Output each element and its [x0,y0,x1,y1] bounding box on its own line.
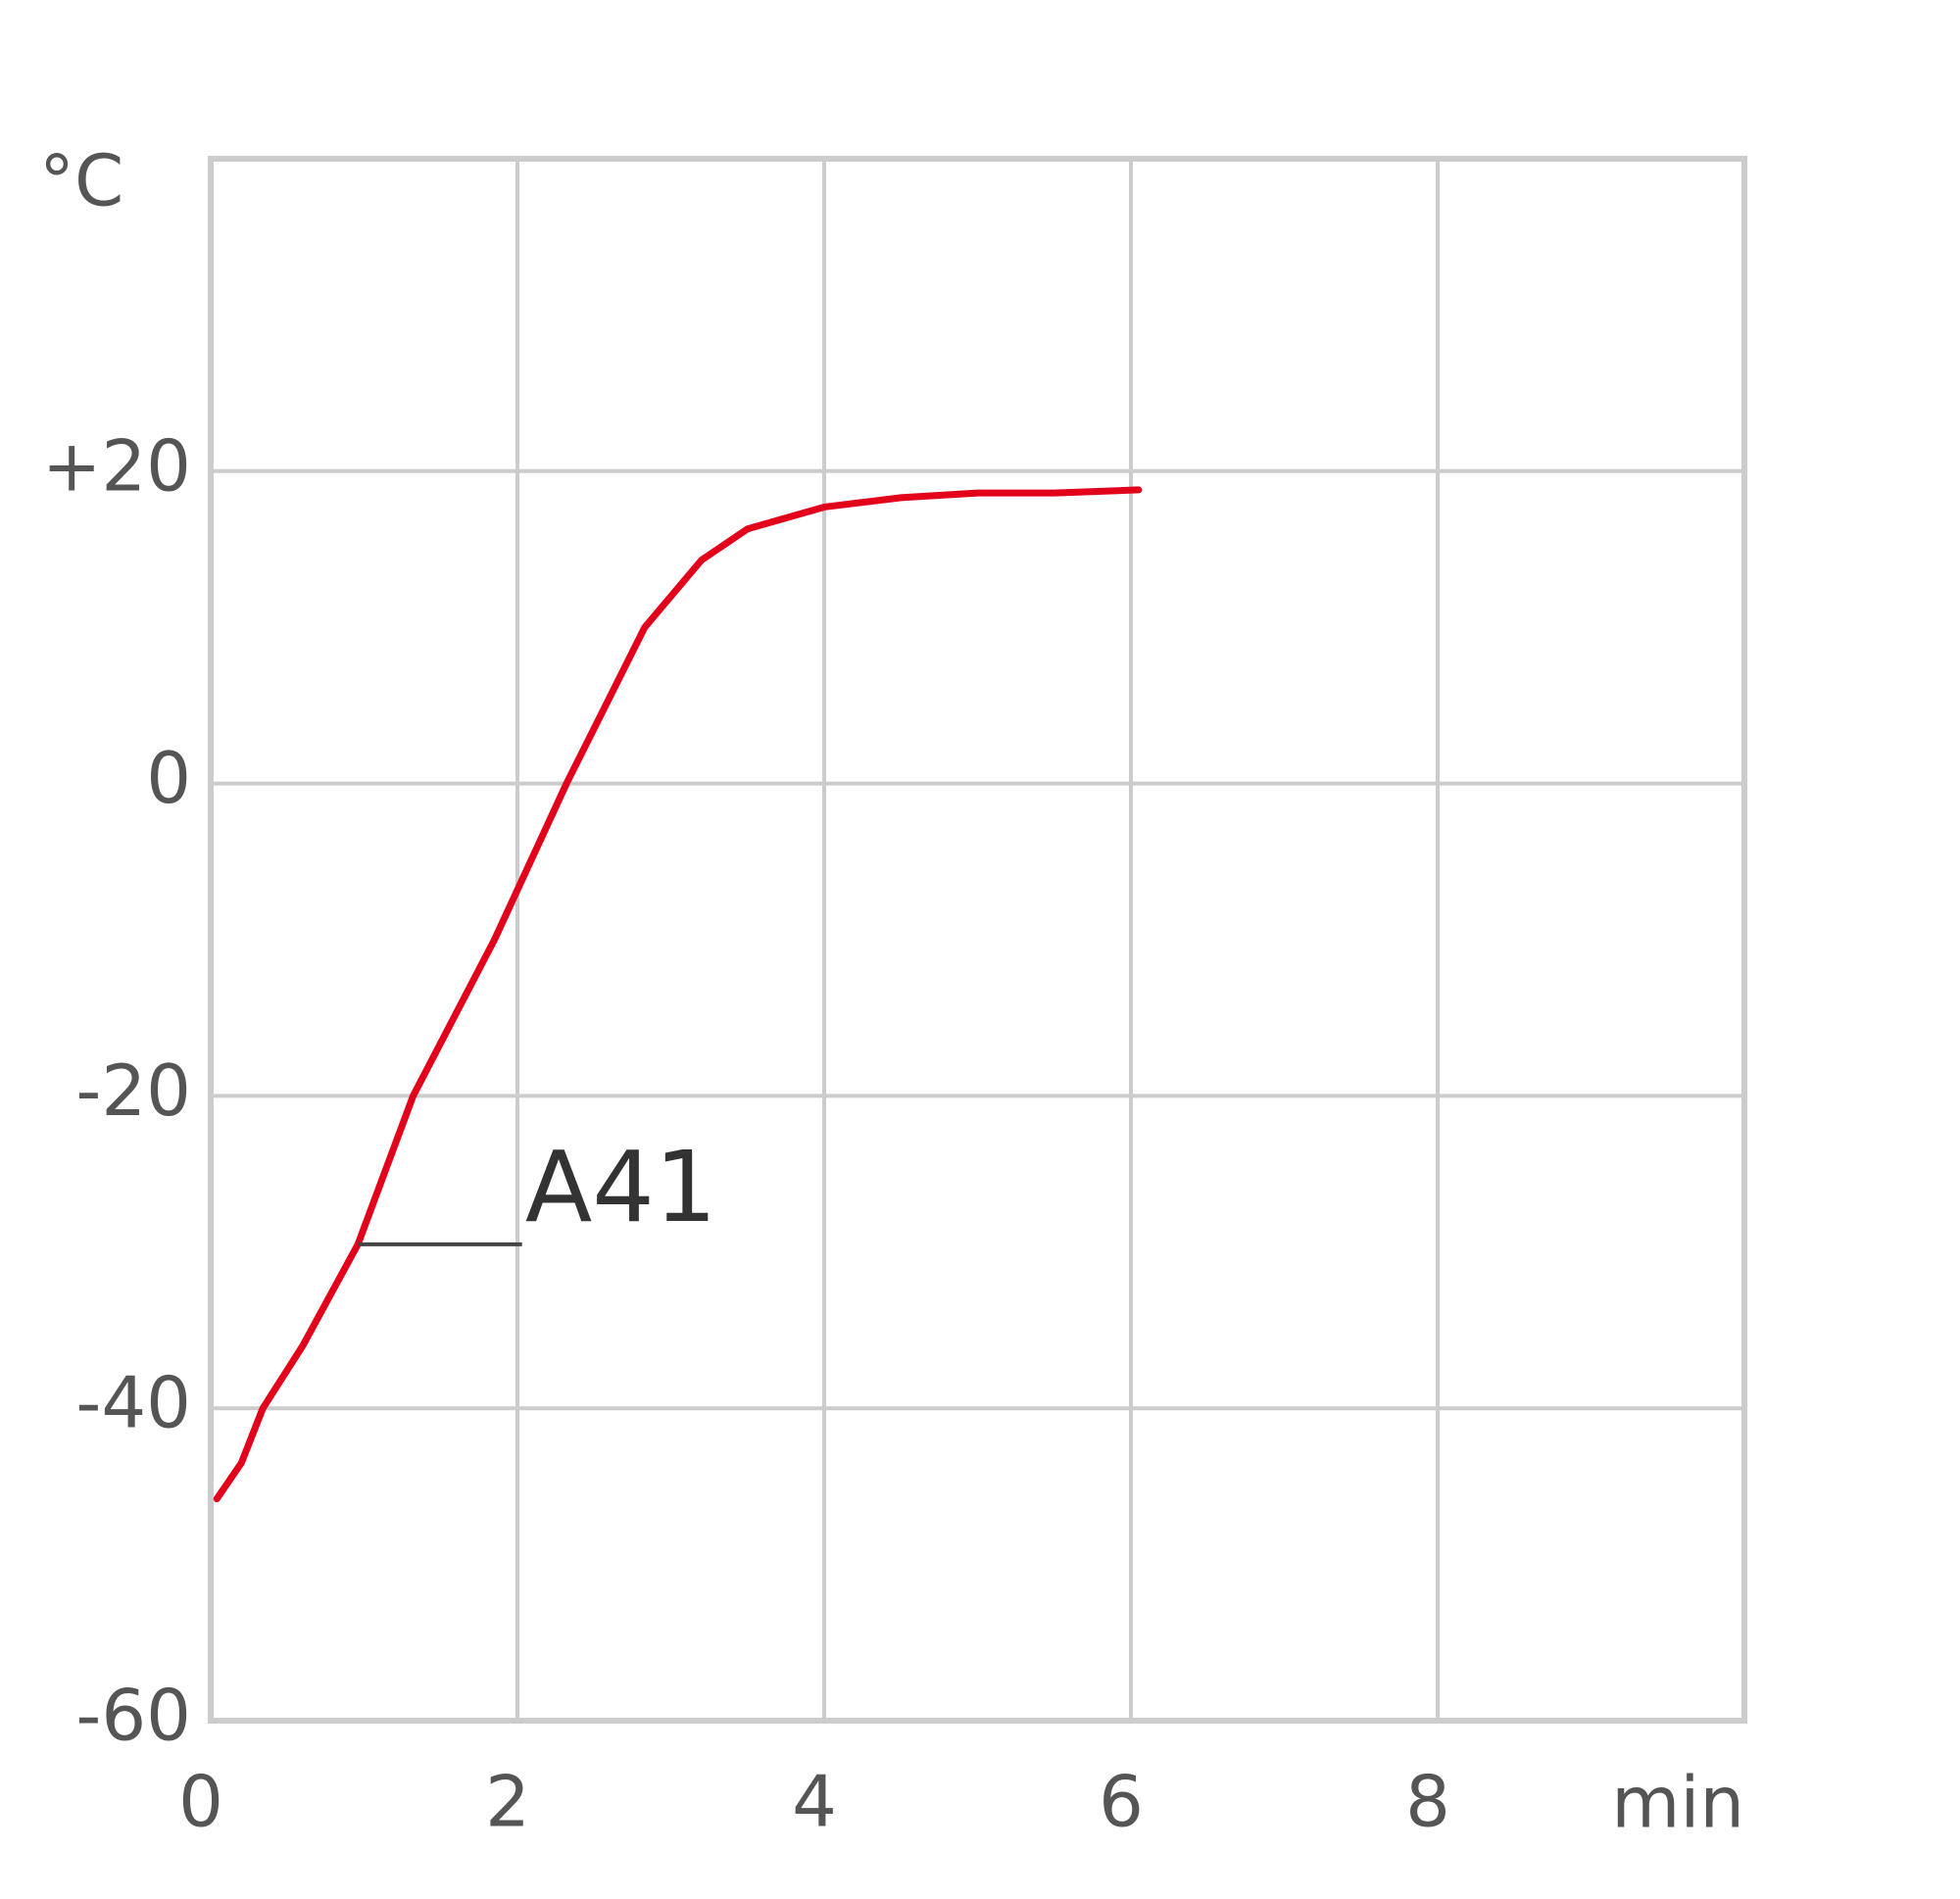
x-tick-label: 6 [1099,1761,1144,1843]
x-tick-label: 4 [792,1761,837,1843]
y-tick-label: -20 [75,1049,191,1132]
x-tick-label: 2 [485,1761,530,1843]
y-axis-label: °C [39,140,123,222]
y-tick-label: -40 [75,1362,191,1444]
x-tick-label: 0 [178,1761,223,1843]
plot-frame [208,156,1747,1724]
y-tick-label: 0 [146,737,191,819]
y-tick-label: -60 [75,1675,191,1757]
annotation: A41 [525,1130,717,1244]
line [213,486,1143,1503]
x-tick-label: 8 [1405,1761,1450,1843]
x-axis-label: min [1611,1762,1744,1844]
y-tick-label: +20 [42,424,191,507]
